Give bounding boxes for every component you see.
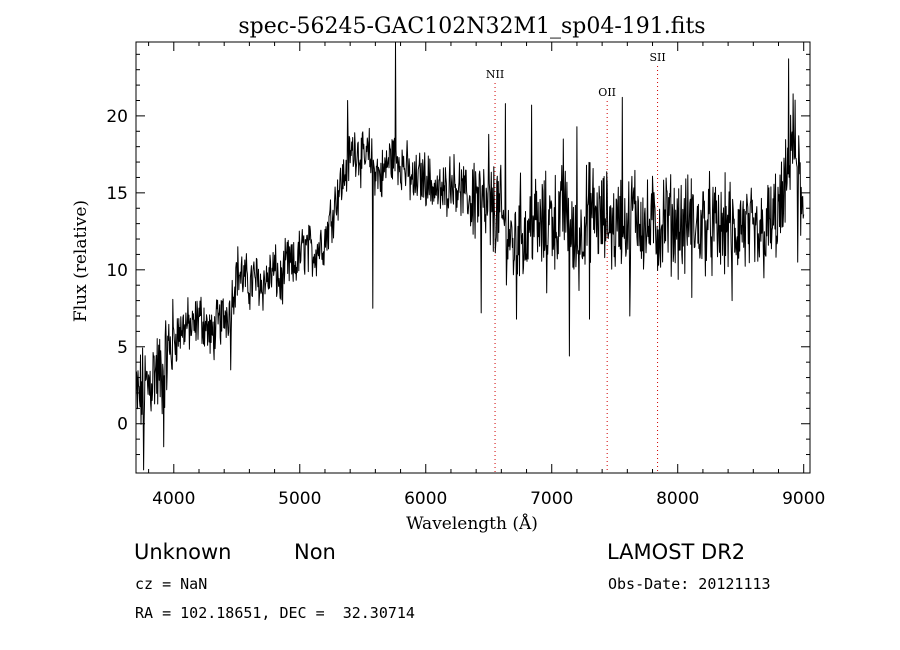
annotation-label: OII (598, 86, 616, 99)
x-tick-label: 6000 (404, 489, 447, 509)
redshift-cz: cz = NaN (135, 575, 208, 593)
x-axis-label: Wavelength (Å) (406, 513, 538, 534)
y-tick-label: 5 (117, 338, 128, 358)
x-tick-label: 5000 (278, 489, 321, 509)
y-axis-label: Flux (relative) (71, 200, 91, 322)
annotation-label: SII (649, 51, 665, 64)
y-tick-label: 10 (106, 261, 128, 281)
plot-frame (135, 41, 811, 474)
annotation-label: NII (486, 68, 504, 81)
flux-line (135, 41, 805, 471)
observation-date: Obs-Date: 20121113 (608, 575, 771, 593)
plot-axes (135, 41, 811, 474)
object-class: Unknown (134, 540, 232, 564)
x-tick-label: 4000 (152, 489, 195, 509)
x-tick-label: 9000 (782, 489, 825, 509)
object-subclass: Non (294, 540, 336, 564)
y-tick-label: 15 (106, 184, 128, 204)
chart-title: spec-56245-GAC102N32M1_sp04-191.fits (238, 14, 705, 39)
survey-name: LAMOST DR2 (607, 540, 746, 564)
sky-coordinates: RA = 102.18651, DEC = 32.30714 (135, 604, 415, 622)
spectrum-series (135, 41, 805, 471)
y-tick-label: 20 (106, 107, 128, 127)
x-tick-label: 8000 (656, 489, 699, 509)
y-tick-label: 0 (117, 415, 128, 435)
annotation-lines (494, 66, 659, 473)
annotation-labels: NII OII SII (486, 51, 666, 99)
x-tick-label: 7000 (530, 489, 573, 509)
axis-ticks: 4000 5000 6000 7000 8000 9000 0 5 10 15 20 (106, 42, 825, 509)
